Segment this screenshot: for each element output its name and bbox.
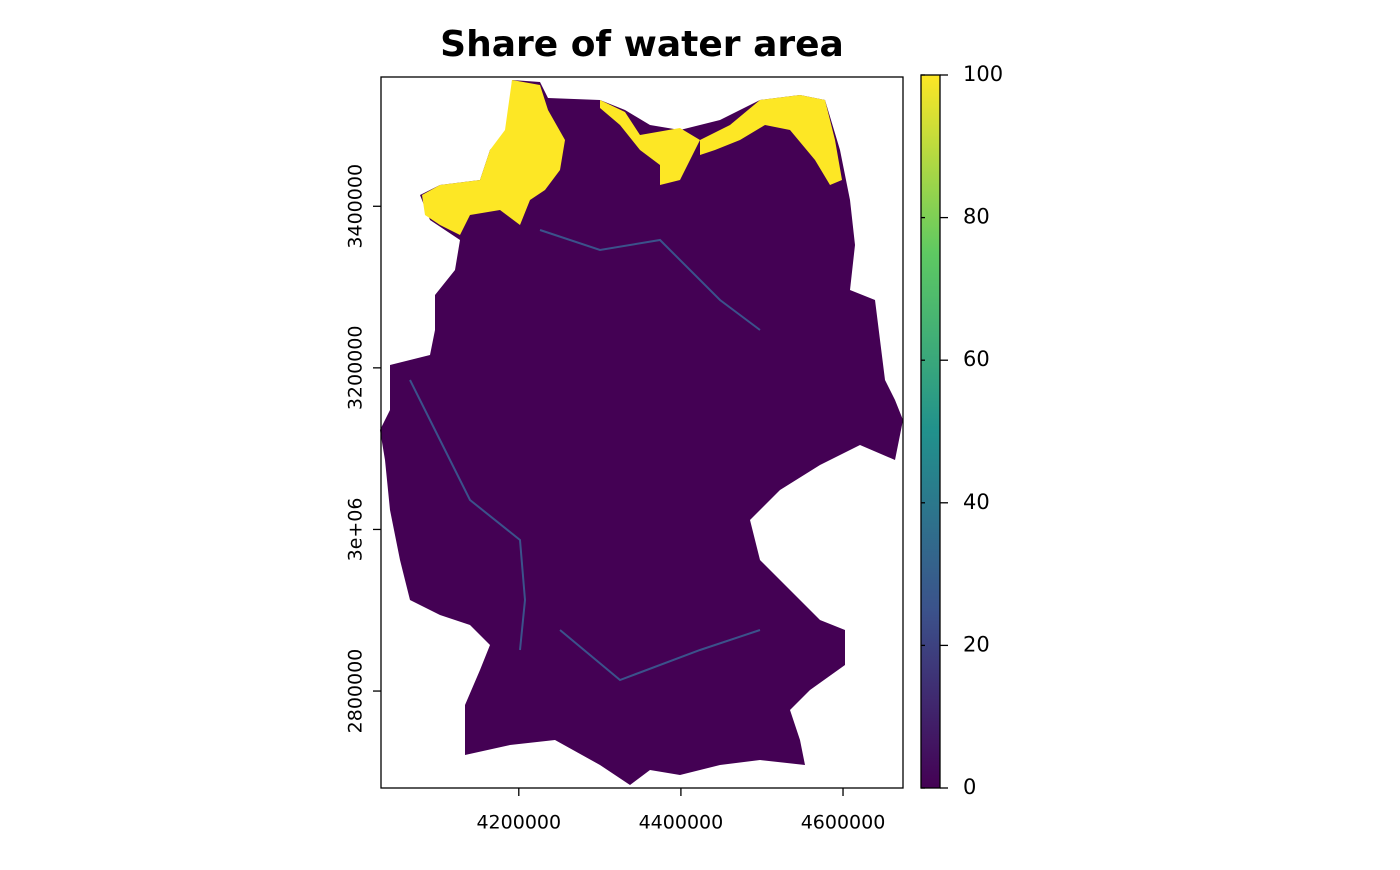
colorbar-tick-label: 100 (963, 62, 1003, 86)
y-tick-label: 3200000 (345, 326, 367, 411)
y-tick-label: 2800000 (345, 649, 367, 734)
river (539, 229, 761, 331)
land-area (380, 80, 903, 785)
x-tick-label: 4200000 (476, 812, 561, 834)
colorbar-tick-label: 40 (963, 490, 990, 514)
baltic-sea (700, 95, 842, 185)
map (380, 80, 903, 785)
baltic-sea (600, 100, 700, 185)
colorbar-tick-label: 20 (963, 632, 990, 656)
colorbar-tick-label: 0 (963, 775, 976, 799)
river (409, 379, 527, 651)
north-sea (422, 80, 565, 235)
x-tick-label: 4600000 (801, 812, 886, 834)
chart-title: Share of water area (440, 24, 844, 65)
colorbar-tick-label: 80 (963, 205, 990, 229)
colorbar (920, 74, 941, 789)
colorbar-tick-label: 60 (963, 347, 990, 371)
y-tick-label: 3e+06 (345, 498, 367, 562)
x-tick-label: 4400000 (639, 812, 724, 834)
y-tick-label: 3400000 (345, 164, 367, 249)
plot-frame (380, 76, 904, 789)
river (559, 629, 761, 682)
